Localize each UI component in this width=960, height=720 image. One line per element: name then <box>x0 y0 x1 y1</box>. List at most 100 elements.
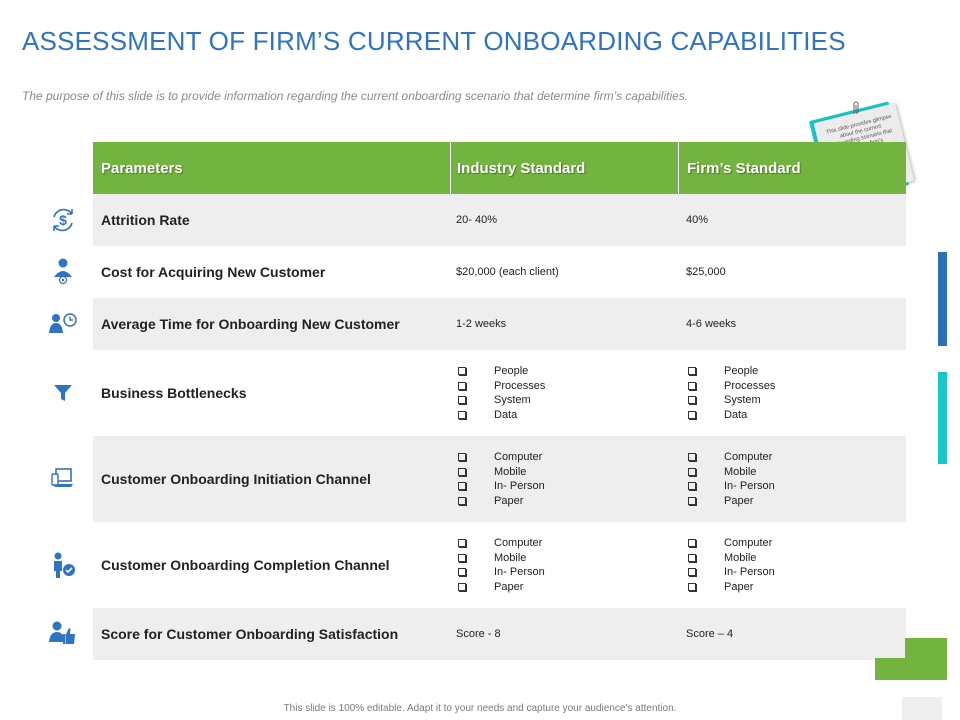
list-item: Processes <box>686 379 775 394</box>
industry-cell: 1-2 weeks <box>456 318 507 330</box>
checkbox-icon <box>458 410 466 419</box>
page-subtitle: The purpose of this slide is to provide … <box>22 89 689 103</box>
sticky-note: This slide provides glimpse about the cu… <box>806 96 926 206</box>
user-check-icon <box>40 522 86 608</box>
checkbox-icon <box>688 453 696 461</box>
list-item: People <box>686 364 775 379</box>
accent-green-block <box>875 638 947 680</box>
checkbox-icon <box>458 367 466 375</box>
list-item: Mobile <box>456 465 545 480</box>
list-item: System <box>686 393 775 408</box>
checkbox-icon <box>688 396 696 404</box>
parameter-cell: Customer Onboarding Completion Channel <box>101 557 390 573</box>
industry-cell: Computer Mobile In- Person Paper <box>450 436 678 522</box>
checkbox-list: Computer Mobile In- Person Paper <box>456 450 545 508</box>
dollar-cycle-icon: $ <box>40 194 86 246</box>
firm-cell: Score – 4 <box>686 628 734 640</box>
table-row: Cost for Acquiring New Customer $20,000 … <box>93 246 906 298</box>
checkbox-list: People Processes System Data <box>456 364 545 422</box>
footer-note: This slide is 100% editable. Adapt it to… <box>283 703 677 714</box>
checkbox-icon <box>688 553 696 562</box>
checkbox-icon <box>458 482 466 490</box>
checkbox-list: Computer Mobile In- Person Paper <box>456 536 545 594</box>
checkbox-icon <box>458 582 466 591</box>
checkbox-icon <box>458 467 466 476</box>
firm-cell: 40% <box>686 214 709 226</box>
checkbox-icon <box>688 496 696 505</box>
capabilities-table: Parameters Industry Standard Firm’s Stan… <box>93 142 906 660</box>
checkbox-list: Computer Mobile In- Person Paper <box>686 536 775 594</box>
parameter-cell: Average Time for Onboarding New Customer <box>101 316 400 332</box>
list-item: Processes <box>456 379 545 394</box>
firm-cell: $25,000 <box>686 266 726 278</box>
industry-cell: People Processes System Data <box>450 350 678 436</box>
list-item: In- Person <box>686 565 775 580</box>
checkbox-icon <box>688 367 696 375</box>
checkbox-icon <box>688 582 696 591</box>
list-item: Computer <box>456 450 545 465</box>
parameter-cell: Business Bottlenecks <box>101 385 247 401</box>
checkbox-icon <box>458 539 466 547</box>
checkbox-icon <box>458 381 466 390</box>
firm-cell: People Processes System Data <box>678 350 906 436</box>
list-item: In- Person <box>456 479 545 494</box>
devices-icon <box>40 436 86 522</box>
list-item: Mobile <box>686 551 775 566</box>
user-network-icon <box>40 246 86 298</box>
firm-cell: Computer Mobile In- Person Paper <box>678 436 906 522</box>
checkbox-icon <box>458 553 466 562</box>
industry-cell: Score - 8 <box>456 628 501 640</box>
firm-cell: 4-6 weeks <box>686 318 737 330</box>
page-title: ASSESSMENT OF FIRM’S CURRENT ONBOARDING … <box>22 26 846 56</box>
industry-cell: 20- 40% <box>456 214 497 226</box>
industry-cell: Computer Mobile In- Person Paper <box>450 522 678 608</box>
parameter-cell: Attrition Rate <box>101 212 190 228</box>
user-thumbs-up-icon <box>40 608 86 660</box>
table-row: Customer Onboarding Completion Channel C… <box>93 522 906 608</box>
list-item: Data <box>456 408 545 423</box>
list-item: Paper <box>456 580 545 595</box>
funnel-icon <box>40 350 86 436</box>
parameter-cell: Score for Customer Onboarding Satisfacti… <box>101 626 399 642</box>
header-firms-standard: Firm’s Standard <box>678 142 906 194</box>
accent-bar-blue <box>938 252 947 346</box>
checkbox-icon <box>688 467 696 476</box>
list-item: Paper <box>456 494 545 509</box>
table-row: Attrition Rate 20- 40% 40% <box>93 194 906 246</box>
table-row: Score for Customer Onboarding Satisfacti… <box>93 608 906 660</box>
list-item: System <box>456 393 545 408</box>
checkbox-list: Computer Mobile In- Person Paper <box>686 450 775 508</box>
parameter-cell: Cost for Acquiring New Customer <box>101 264 326 280</box>
svg-text:$: $ <box>59 212 67 228</box>
header-parameters: Parameters <box>101 160 183 177</box>
checkbox-icon <box>458 568 466 576</box>
list-item: Computer <box>456 536 545 551</box>
industry-cell: $20,000 (each client) <box>456 266 559 278</box>
table-row: Business Bottlenecks People Processes Sy… <box>93 350 906 436</box>
list-item: In- Person <box>686 479 775 494</box>
accent-bar-teal <box>938 372 947 464</box>
list-item: Paper <box>686 494 775 509</box>
list-item: In- Person <box>456 565 545 580</box>
checkbox-icon <box>688 539 696 547</box>
list-item: Paper <box>686 580 775 595</box>
paperclip-icon <box>853 101 859 114</box>
list-item: Data <box>686 408 775 423</box>
checkbox-icon <box>458 496 466 505</box>
list-item: Mobile <box>686 465 775 480</box>
user-clock-icon <box>40 298 86 350</box>
header-industry-standard: Industry Standard <box>450 142 678 194</box>
list-item: People <box>456 364 545 379</box>
table-row: Customer Onboarding Initiation Channel C… <box>93 436 906 522</box>
list-item: Computer <box>686 536 775 551</box>
checkbox-icon <box>688 482 696 490</box>
checkbox-icon <box>688 568 696 576</box>
list-item: Mobile <box>456 551 545 566</box>
firm-cell: Computer Mobile In- Person Paper <box>678 522 906 608</box>
list-item: Computer <box>686 450 775 465</box>
table-header-row: Parameters Industry Standard Firm’s Stan… <box>93 142 906 194</box>
checkbox-icon <box>688 381 696 390</box>
checkbox-list: People Processes System Data <box>686 364 775 422</box>
checkbox-icon <box>458 396 466 404</box>
accent-grey-square <box>902 697 942 720</box>
